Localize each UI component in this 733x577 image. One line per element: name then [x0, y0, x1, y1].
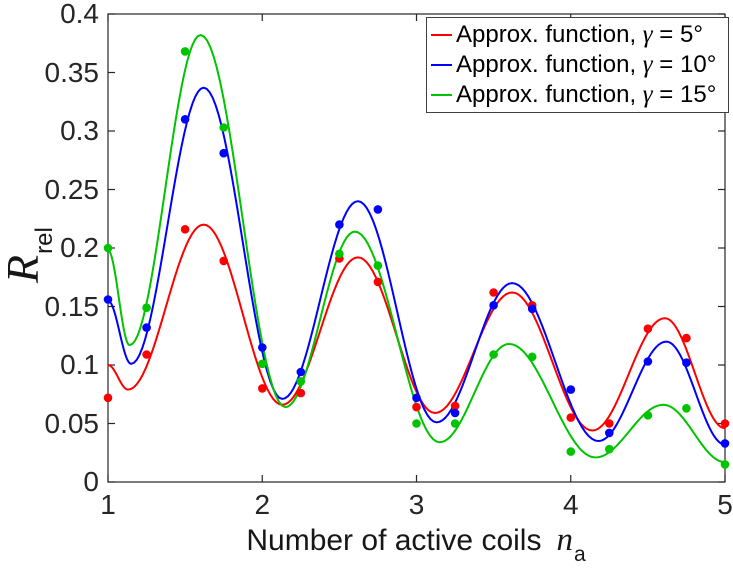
data-point-gamma-5: [296, 388, 306, 398]
legend-label: Approx. function, γ = 10°: [456, 51, 716, 79]
data-point-gamma-5: [682, 333, 691, 343]
x-tick-label: 5: [717, 489, 733, 520]
y-tick-label: 0.15: [44, 290, 100, 322]
data-point-gamma-5: [219, 256, 228, 266]
legend-label-prefix: Approx. function,: [456, 51, 643, 78]
legend-entry-gamma-10: Approx. function, γ = 10°: [427, 50, 728, 80]
data-point-gamma-5: [489, 288, 498, 297]
data-point-gamma-15: [682, 404, 691, 413]
approx-curve-gamma-15: [107, 34, 726, 464]
data-point-gamma-5: [720, 419, 730, 428]
data-point-gamma-10: [566, 385, 576, 394]
data-point-gamma-15: [605, 444, 614, 454]
legend-label-prefix: Approx. function,: [456, 21, 643, 48]
gamma-symbol: γ: [642, 51, 653, 78]
data-point-gamma-10: [605, 428, 614, 438]
legend-entry-gamma-5: Approx. function, γ = 5°: [427, 20, 728, 50]
data-point-gamma-5: [643, 324, 653, 334]
y-tick-label: 0.2: [60, 232, 99, 263]
data-point-gamma-15: [450, 419, 460, 428]
data-point-gamma-10: [643, 357, 653, 366]
data-point-gamma-5: [258, 384, 267, 393]
data-point-gamma-10: [682, 358, 691, 368]
legend-label-suffix: = 5°: [652, 21, 703, 48]
data-point-gamma-15: [296, 377, 306, 386]
data-point-gamma-5: [142, 350, 151, 359]
data-point-gamma-15: [527, 352, 537, 362]
y-tick-label: 0.35: [44, 56, 100, 88]
gamma-symbol: γ: [642, 21, 653, 48]
legend-line-sample-blue: [431, 64, 452, 66]
data-point-gamma-15: [258, 359, 267, 369]
data-point-gamma-5: [373, 277, 383, 287]
data-point-gamma-15: [412, 419, 421, 428]
legend-label: Approx. function, γ = 15°: [456, 81, 716, 109]
x-axis-label-subscript: a: [573, 543, 586, 566]
gamma-symbol: γ: [642, 81, 653, 108]
data-point-gamma-15: [643, 411, 653, 420]
y-tick-label: 0.1: [60, 349, 99, 380]
data-point-gamma-5: [180, 225, 190, 234]
legend-line-sample-green: [431, 94, 452, 96]
y-tick-label: 0.4: [60, 0, 99, 29]
legend: Approx. function, γ = 5° Approx. functio…: [426, 17, 729, 113]
y-tick-label: 0.25: [44, 173, 100, 205]
data-point-gamma-5: [605, 419, 614, 428]
approx-curve-gamma-10: [107, 86, 726, 446]
legend-label-prefix: Approx. function,: [456, 81, 643, 108]
data-point-gamma-15: [373, 261, 383, 270]
data-point-gamma-5: [566, 413, 576, 422]
legend-label: Approx. function, γ = 5°: [456, 21, 703, 49]
x-tick-label: 4: [562, 489, 579, 520]
data-point-gamma-10: [720, 439, 730, 448]
legend-line-sample-red: [431, 34, 452, 36]
x-axis-label: Number of active coils na: [246, 522, 585, 566]
data-point-gamma-10: [450, 408, 460, 418]
legend-label-suffix: = 10°: [652, 51, 717, 78]
data-point-gamma-10: [412, 393, 421, 403]
data-point-gamma-15: [489, 350, 498, 359]
data-point-gamma-10: [489, 301, 498, 310]
x-tick-label: 1: [100, 489, 116, 520]
data-point-gamma-5: [412, 402, 421, 412]
x-tick-label: 3: [408, 489, 425, 520]
x-axis-label-var: n: [556, 522, 573, 558]
data-point-gamma-15: [566, 447, 576, 456]
data-point-gamma-5: [103, 393, 113, 403]
y-tick-label: 0: [83, 466, 99, 497]
y-tick-label: 0.05: [44, 407, 100, 439]
data-point-gamma-10: [527, 304, 537, 314]
data-point-gamma-15: [219, 123, 228, 132]
data-point-gamma-10: [296, 367, 306, 377]
y-tick-label: 0.3: [60, 115, 99, 146]
legend-label-suffix: = 15°: [652, 81, 717, 108]
data-point-gamma-10: [180, 115, 190, 124]
data-point-gamma-10: [142, 323, 151, 332]
data-point-gamma-15: [142, 303, 151, 313]
data-point-gamma-10: [335, 220, 344, 229]
x-axis-label-text: Number of active coils: [246, 524, 542, 557]
x-tick-label: 2: [254, 489, 271, 520]
data-point-gamma-5: [450, 401, 460, 411]
legend-entry-gamma-15: Approx. function, γ = 15°: [427, 80, 728, 110]
data-point-gamma-15: [180, 47, 190, 56]
data-point-gamma-15: [103, 243, 113, 253]
data-point-gamma-10: [373, 205, 383, 214]
data-point-gamma-15: [335, 249, 344, 259]
data-point-gamma-10: [103, 295, 113, 304]
data-point-gamma-10: [258, 343, 267, 352]
data-point-gamma-15: [720, 460, 730, 469]
data-point-gamma-10: [219, 148, 228, 158]
